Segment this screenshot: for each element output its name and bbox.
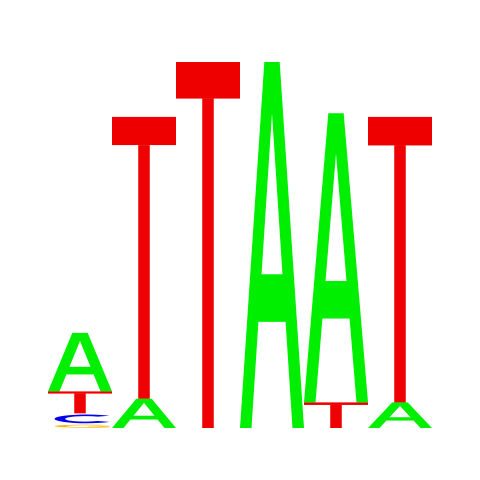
logo-column-1 — [48, 332, 113, 428]
logo-column-6 — [368, 116, 432, 428]
letter-t-pos5 — [304, 402, 368, 428]
letter-t-pos6 — [368, 116, 432, 403]
letter-c-pos1 — [54, 414, 110, 424]
logo-column-3 — [176, 62, 240, 428]
letter-a-pos1 — [48, 332, 113, 392]
logo-column-2 — [112, 116, 176, 428]
letter-t-pos1 — [48, 391, 113, 414]
letter-a-pos4 — [240, 62, 304, 428]
letter-a-pos6 — [368, 402, 432, 428]
logo-column-5 — [304, 113, 368, 428]
letter-a-pos2 — [112, 398, 176, 428]
letter-t-pos3 — [176, 62, 240, 428]
letter-a-pos5 — [304, 113, 368, 403]
logo-column-4 — [240, 62, 304, 428]
letter-t-pos2 — [112, 116, 176, 399]
letter-g-pos1 — [54, 424, 110, 428]
